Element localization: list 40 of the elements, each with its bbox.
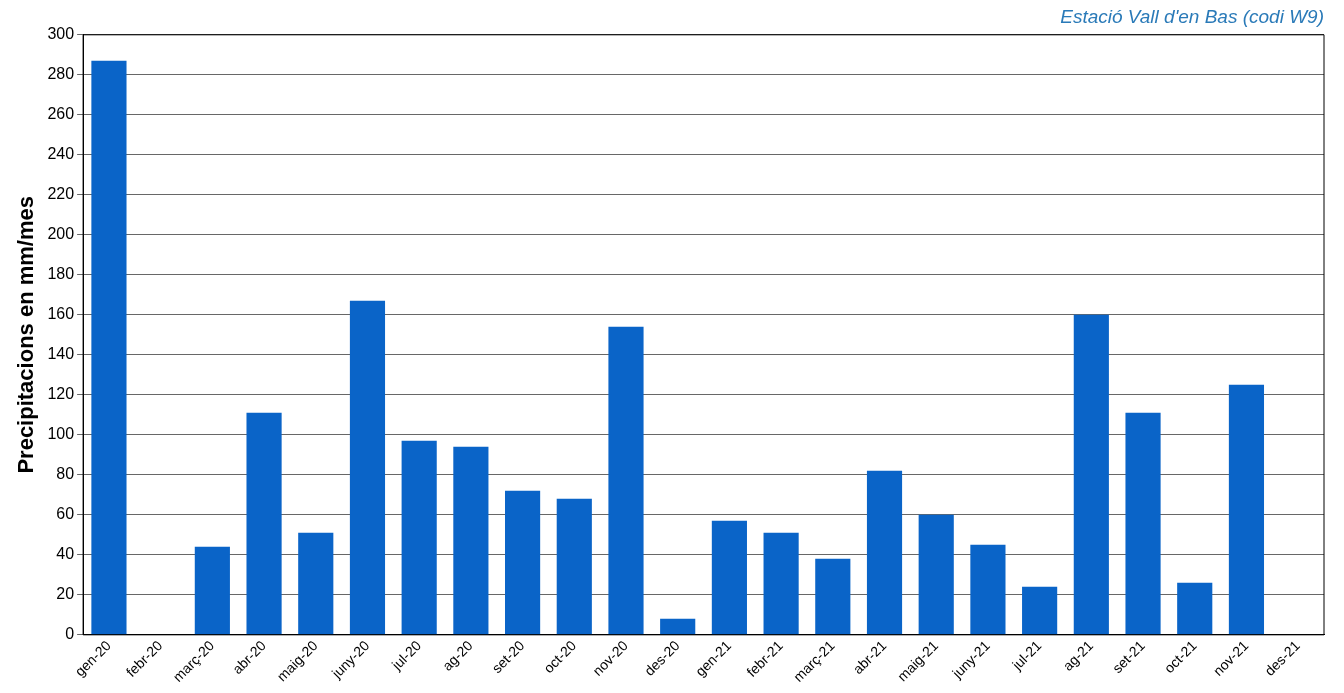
y-tick-label: 200 bbox=[47, 225, 75, 243]
y-axis-title: Precipitacions en mm/mes bbox=[13, 196, 39, 474]
bar bbox=[91, 60, 127, 635]
bar bbox=[246, 412, 282, 635]
y-tick-label: 0 bbox=[65, 625, 75, 643]
bar bbox=[970, 544, 1006, 635]
y-tick-label: 100 bbox=[47, 425, 75, 443]
y-tick-label: 260 bbox=[47, 105, 75, 123]
y-tick-label: 180 bbox=[47, 265, 75, 283]
y-tick-label: 40 bbox=[56, 545, 75, 563]
y-tick-label: 280 bbox=[47, 65, 75, 83]
y-tick-label: 300 bbox=[47, 25, 75, 43]
bar bbox=[401, 440, 437, 635]
bar bbox=[1073, 314, 1109, 635]
y-tick-label: 160 bbox=[47, 305, 75, 323]
bar bbox=[1125, 412, 1161, 635]
y-tick-label: 140 bbox=[47, 345, 75, 363]
bar bbox=[763, 532, 799, 635]
bar bbox=[349, 300, 386, 635]
bar bbox=[815, 558, 851, 635]
bar bbox=[660, 618, 696, 635]
bar bbox=[556, 498, 592, 635]
bar bbox=[711, 520, 747, 635]
bar bbox=[608, 326, 644, 635]
bar bbox=[1022, 586, 1058, 635]
chart-title: Estació Vall d'en Bas (codi W9) bbox=[1060, 5, 1324, 27]
y-tick-label: 120 bbox=[47, 385, 75, 403]
bar bbox=[298, 532, 334, 635]
bar bbox=[1177, 582, 1213, 635]
y-tick-label: 240 bbox=[47, 145, 75, 163]
y-tick-label: 220 bbox=[47, 185, 75, 203]
bar bbox=[505, 490, 541, 635]
y-tick-label: 80 bbox=[56, 465, 75, 483]
bar bbox=[453, 446, 489, 635]
bar bbox=[194, 546, 230, 635]
bar bbox=[866, 470, 903, 635]
y-tick-label: 20 bbox=[56, 585, 75, 603]
y-tick-label: 60 bbox=[56, 505, 75, 523]
bar bbox=[918, 514, 954, 635]
bar bbox=[1228, 384, 1265, 635]
